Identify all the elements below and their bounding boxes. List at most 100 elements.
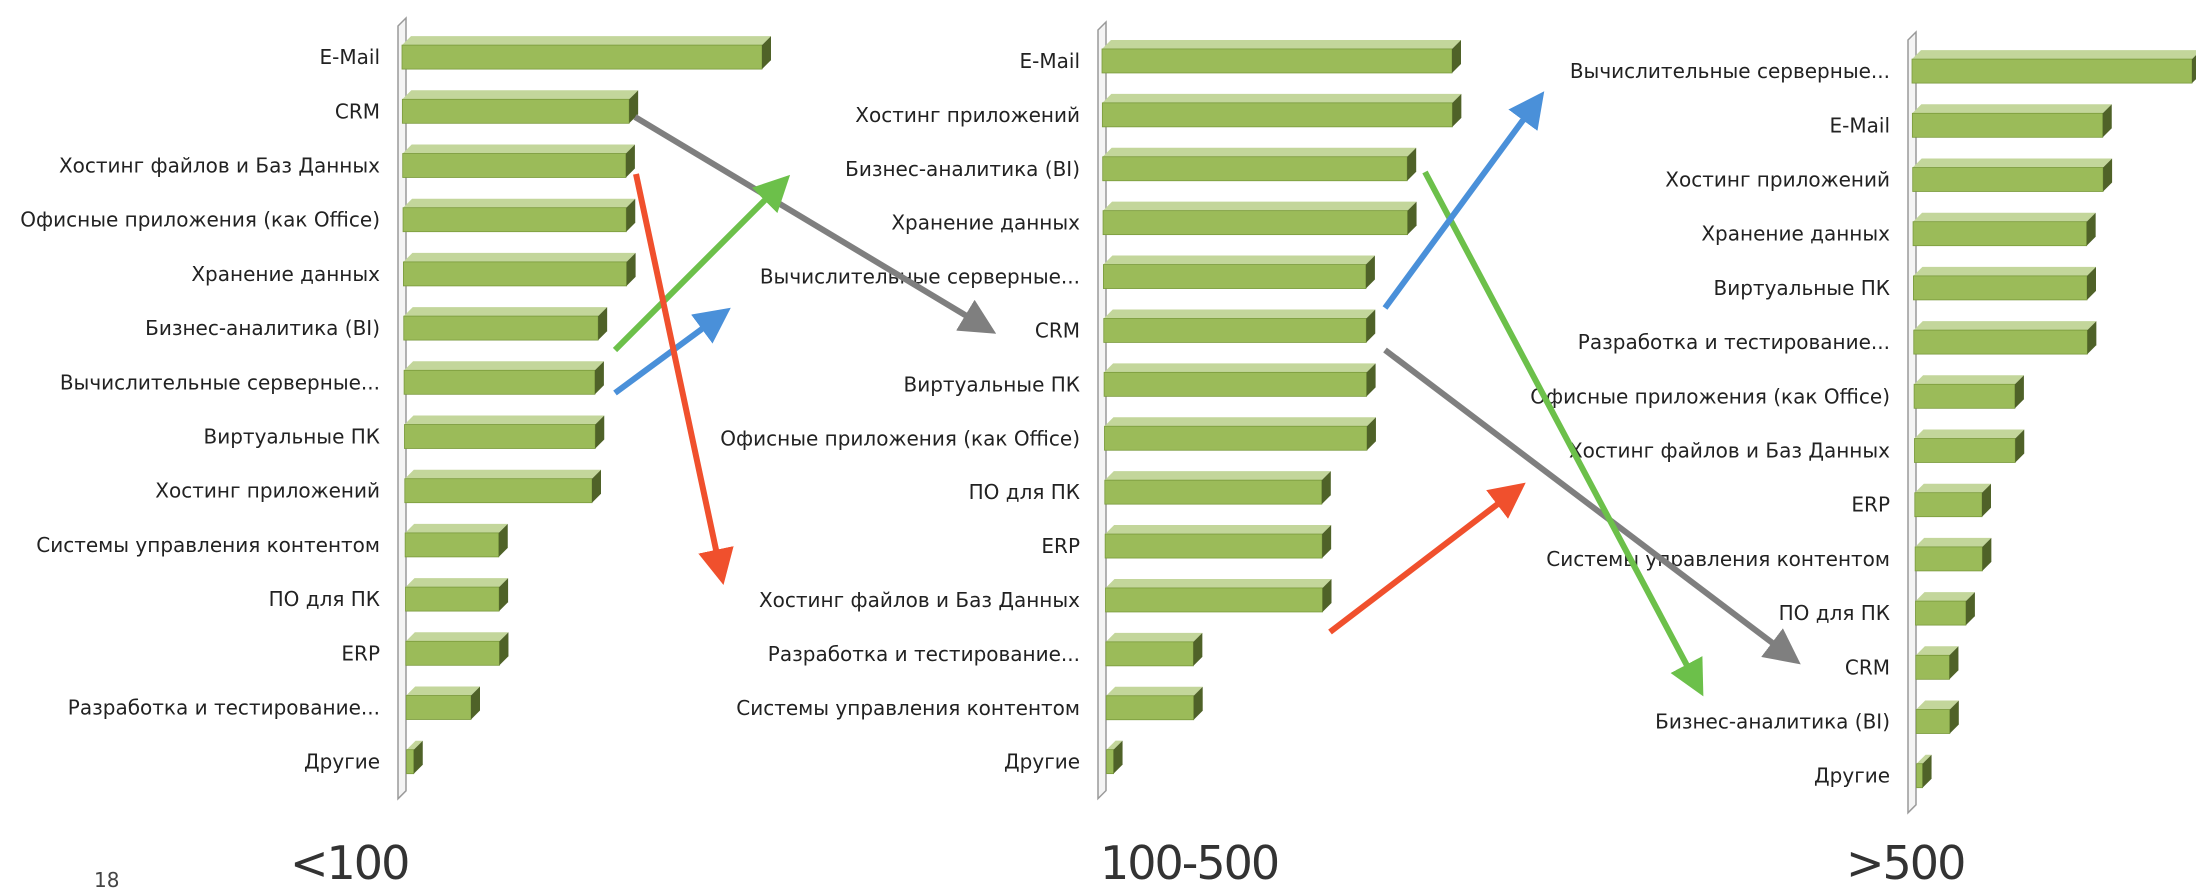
bar-3-12 <box>1915 646 1959 680</box>
bar-side-face <box>1452 93 1462 127</box>
bar-side-face <box>2087 321 2097 355</box>
category-label: ПО для ПК <box>969 480 1080 504</box>
category-label: Другие <box>304 750 380 774</box>
bar-3-11 <box>1915 592 1975 626</box>
bar-1-7 <box>403 361 604 395</box>
bar-front-face <box>401 44 763 70</box>
category-label: Хранение данных <box>191 262 380 286</box>
category-label: Хостинг файлов и Баз Данных <box>1569 439 1890 463</box>
bar-top-face <box>404 469 601 479</box>
bar-side-face <box>1922 754 1932 788</box>
arrow-bi <box>612 174 791 353</box>
bar-top-face <box>403 307 608 317</box>
bar-front-face <box>1914 492 1983 518</box>
category-label: ERP <box>341 641 380 665</box>
category-label: Хранение данных <box>1701 222 1890 246</box>
bar-3-1 <box>1911 50 2196 84</box>
bar-side-face <box>626 198 636 232</box>
bar-2-6 <box>1103 309 1376 343</box>
bar-top-face <box>402 36 771 46</box>
group-label-medium: 100-500 <box>1100 836 1280 890</box>
category-label: ПО для ПК <box>1779 601 1890 625</box>
category-label: Офисные приложения (как Office) <box>1530 384 1890 408</box>
bar-3-9 <box>1914 483 1991 518</box>
bar-side-face <box>1113 740 1123 774</box>
category-label: Хранение данных <box>891 211 1080 235</box>
bar-1-14 <box>406 740 423 775</box>
bar-2-3 <box>1102 147 1417 182</box>
bar-side-face <box>1366 309 1376 343</box>
bar-front-face <box>1915 600 1967 626</box>
bar-top-face <box>406 686 480 696</box>
bar-side-face <box>471 686 480 720</box>
arrow-compute-2 <box>1382 91 1545 310</box>
bar-top-face <box>1916 700 1959 710</box>
bar-3-6 <box>1913 321 2097 355</box>
category-label: E-Mail <box>1020 49 1080 73</box>
bar-2-12 <box>1105 632 1203 667</box>
bar-top-face <box>1915 646 1959 656</box>
bar-front-face <box>405 640 500 666</box>
bar-top-face <box>1913 212 2096 222</box>
bar-1-1 <box>401 36 771 70</box>
bar-2-5 <box>1103 255 1375 289</box>
bar-side-face <box>594 361 604 395</box>
group-label-small: <100 <box>290 836 410 890</box>
bar-side-face <box>1322 525 1332 559</box>
bar-3-2 <box>1911 104 2112 138</box>
bar-top-face <box>1914 375 2024 385</box>
page-number: 18 <box>94 868 120 892</box>
bar-top-face <box>1913 321 2097 331</box>
bar-front-face <box>403 315 599 341</box>
bar-side-face <box>499 578 509 612</box>
bar-1-11 <box>405 578 509 612</box>
bar-side-face <box>1407 201 1417 235</box>
bar-top-face <box>1103 309 1376 319</box>
bar-side-face <box>2192 55 2196 84</box>
bar-front-face <box>1103 318 1367 343</box>
bar-top-face <box>1103 201 1417 211</box>
bar-front-face <box>1105 695 1195 721</box>
bar-top-face <box>402 90 639 100</box>
bar-side-face <box>1322 578 1332 612</box>
bar-3-14 <box>1916 754 1932 789</box>
category-label: CRM <box>1035 318 1080 342</box>
bar-front-face <box>1911 58 2193 84</box>
category-label: Разработка и тестирование... <box>1578 330 1890 354</box>
bar-side-face <box>1366 363 1376 397</box>
bar-2-4 <box>1102 201 1417 236</box>
category-label: CRM <box>1845 655 1890 679</box>
bar-front-face <box>1913 329 2088 355</box>
bar-front-face <box>1102 156 1408 182</box>
bar-chart-1: E-Mail CRM Хостинг файлов и Баз Данных Офис… <box>20 16 771 801</box>
bar-front-face <box>1102 210 1408 236</box>
bar-side-face <box>2103 158 2113 192</box>
bar-side-face <box>499 632 509 666</box>
category-label: Виртуальные ПК <box>1714 276 1891 300</box>
bar-side-face <box>2102 104 2112 138</box>
bar-side-face <box>595 415 605 449</box>
axis-wall-3 <box>1907 30 1917 815</box>
bar-front-face <box>403 369 596 395</box>
migration-arrows <box>612 91 1801 697</box>
category-label: Бизнес-аналитика (BI) <box>1655 710 1890 734</box>
bar-top-face <box>1105 632 1203 642</box>
category-label: Системы управления контентом <box>1546 547 1890 571</box>
bar-front-face <box>1916 763 1923 789</box>
category-label: Виртуальные ПК <box>204 425 381 449</box>
bar-3-3 <box>1912 158 2113 192</box>
category-label: Офисные приложения (как Office) <box>720 426 1080 450</box>
arrow-compute <box>613 307 731 396</box>
bar-side-face <box>498 523 508 557</box>
bar-side-face <box>413 740 423 774</box>
bar-front-face <box>1914 546 1983 572</box>
group-label-large: >500 <box>1846 836 1966 890</box>
bar-side-face <box>1949 700 1959 734</box>
bar-front-face <box>405 695 472 720</box>
bar-2-14 <box>1106 740 1123 775</box>
bar-1-12 <box>405 632 509 666</box>
bar-front-face <box>1104 425 1368 451</box>
bar-1-9 <box>404 469 601 504</box>
bar-side-face <box>592 469 601 503</box>
